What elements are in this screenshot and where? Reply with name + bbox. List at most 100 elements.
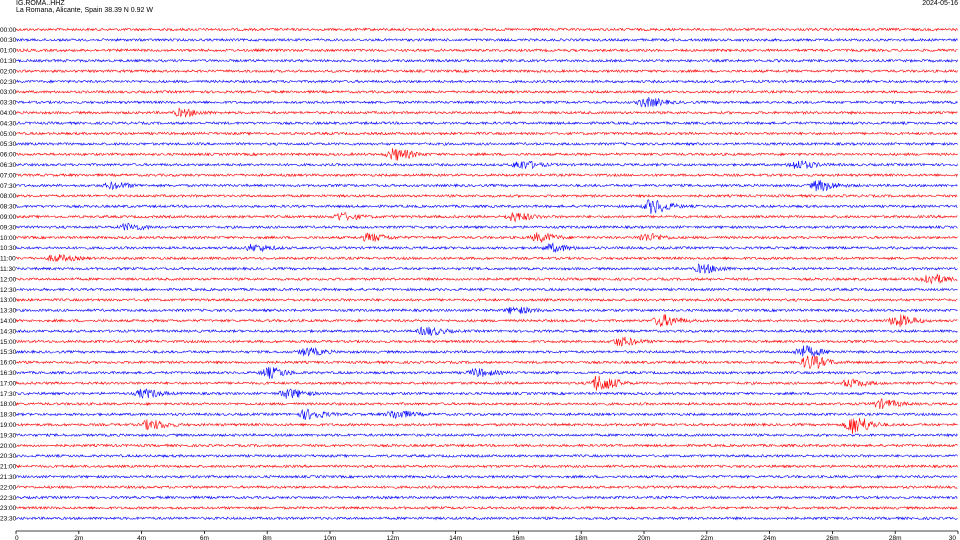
trace-line [15, 242, 958, 253]
trace-line [15, 212, 958, 223]
row-time-label: 17:30 [0, 391, 17, 398]
row-time-label: 19:30 [0, 432, 17, 439]
row-time-label: 00:30 [0, 37, 17, 44]
trace-line [15, 222, 958, 231]
trace-line [15, 48, 958, 53]
row-time-label: 02:00 [0, 68, 17, 75]
trace-line [15, 58, 958, 63]
trace-line [15, 199, 958, 214]
trace-line [15, 172, 958, 178]
trace-line [15, 474, 958, 479]
row-time-label: 16:00 [0, 360, 17, 367]
trace-line [15, 464, 958, 469]
trace-line [15, 37, 958, 43]
x-tick-label: 28m [889, 535, 902, 540]
trace-line [15, 408, 958, 420]
row-time-label: 09:30 [0, 224, 17, 231]
row-time-label: 04:30 [0, 120, 17, 127]
trace-line [15, 273, 958, 285]
trace-line [15, 232, 958, 243]
trace-line [15, 314, 958, 327]
trace-line [15, 263, 958, 274]
trace-line [15, 366, 958, 379]
row-time-label: 03:30 [0, 100, 17, 107]
row-time-label: 22:00 [0, 484, 17, 491]
row-time-label: 07:30 [0, 183, 17, 190]
trace-line [15, 432, 958, 438]
trace-line [15, 89, 958, 95]
x-tick-label: 6m [200, 535, 209, 540]
trace-line [15, 336, 958, 347]
trace-line [15, 27, 958, 32]
trace-line [15, 148, 958, 161]
row-time-label: 10:00 [0, 235, 17, 242]
x-tick-label: 8m [263, 535, 272, 540]
trace-group [15, 27, 958, 521]
row-time-label: 01:00 [0, 48, 17, 55]
x-tick-label: 26m [826, 535, 839, 540]
row-time-label: 20:00 [0, 443, 17, 450]
trace-line [15, 306, 958, 315]
date-label: 2024-05-16 [922, 0, 958, 7]
row-time-label: 00:00 [0, 27, 17, 34]
trace-line [15, 297, 958, 303]
x-tick-label: 24m [763, 535, 776, 540]
x-tick-label: 20m [638, 535, 651, 540]
trace-line [15, 120, 958, 126]
row-time-label: 05:00 [0, 131, 17, 138]
trace-line [15, 107, 958, 118]
row-time-label: 06:00 [0, 152, 17, 159]
row-time-label: 13:30 [0, 308, 17, 315]
trace-line [15, 254, 958, 263]
station-location: La Romana, Alicante, Spain 38.39 N 0.92 … [16, 7, 153, 14]
trace-line [15, 79, 958, 84]
row-time-label: 23:30 [0, 516, 17, 523]
trace-line [15, 344, 958, 357]
trace-line [15, 516, 958, 521]
x-tick-label: 10m [324, 535, 337, 540]
row-time-label: 19:00 [0, 422, 17, 429]
trace-line [15, 141, 958, 147]
x-tick-label: 12m [386, 535, 399, 540]
row-label-group: 00:00 00:30 01:00 01:30 02:00 02:30 03:00 03:30… [0, 27, 17, 523]
x-tick-label: 0 [15, 535, 19, 540]
row-time-label: 14:30 [0, 328, 17, 335]
row-time-label: 23:00 [0, 505, 17, 512]
x-tick-label: 14m [449, 535, 462, 540]
row-time-label: 04:00 [0, 110, 17, 117]
trace-line [15, 326, 958, 336]
row-time-label: 08:00 [0, 193, 17, 200]
row-time-label: 12:00 [0, 276, 17, 283]
row-time-label: 06:30 [0, 162, 17, 169]
trace-line [15, 417, 958, 435]
trace-line [15, 287, 958, 292]
trace-line [15, 495, 958, 500]
x-tick-label: 22m [700, 535, 713, 540]
trace-line [15, 443, 958, 448]
trace-line [15, 453, 958, 459]
row-time-label: 22:30 [0, 495, 17, 502]
station-title: IG.ROMA..HHZ [16, 0, 65, 7]
trace-line [15, 131, 958, 136]
x-tick-label: 16m [512, 535, 525, 540]
row-time-label: 07:00 [0, 172, 17, 179]
trace-line [15, 398, 958, 409]
row-time-label: 16:30 [0, 370, 17, 377]
row-time-label: 12:30 [0, 287, 17, 294]
row-time-label: 11:00 [0, 256, 16, 263]
x-tick-label: 4m [137, 535, 146, 540]
row-time-label: 17:00 [0, 380, 17, 387]
row-time-label: 09:00 [0, 214, 17, 221]
row-time-label: 15:00 [0, 339, 17, 346]
trace-line [15, 180, 958, 192]
row-time-label: 11:30 [0, 266, 16, 273]
row-time-label: 18:30 [0, 412, 17, 419]
row-time-label: 21:30 [0, 474, 17, 481]
x-tick-label: 18m [575, 535, 588, 540]
trace-line [15, 375, 958, 391]
row-time-label: 01:30 [0, 58, 17, 65]
trace-line [15, 193, 958, 199]
row-time-label: 08:30 [0, 204, 17, 211]
row-time-label: 15:30 [0, 349, 17, 356]
